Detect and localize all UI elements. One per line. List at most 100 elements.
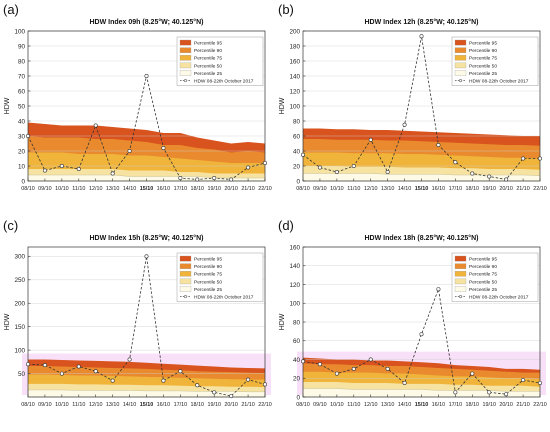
y-tick-label: 20 [293,376,301,383]
legend-label: Percentile 50 [194,63,222,69]
observed-point [453,390,458,395]
x-tick-label: 20/10 [224,402,238,408]
observed-point [487,174,492,179]
chart-title: HDW Index 15h (8.25°W; 40.125°N) [89,234,203,242]
legend-label: Percentile 95 [469,257,497,263]
x-tick-label: 19/10 [482,186,496,192]
legend-label: HDW 08-22th October 2017 [194,295,254,301]
observed-point [334,170,339,175]
chart-panel-b: HDW Index 12h (8.25°W; 40.125°N) 0 20 40 60 8… [275,0,550,216]
observed-point [25,134,30,139]
legend-label: Percentile 25 [194,71,222,77]
chart-c: HDW Index 15h (8.25°W; 40.125°N) 50 100 150… [4,234,272,408]
y-tick-label: 0 [296,178,300,185]
observed-point [317,362,322,367]
x-tick-label: 18/10 [191,402,205,408]
legend-label: Percentile 95 [194,41,222,47]
x-tick-label: 11/10 [72,402,85,408]
legend-marker [458,79,463,83]
y-tick-label: 50 [18,371,26,378]
y-axis-label: HDW [4,97,11,114]
x-tick-label: 11/10 [347,186,360,192]
y-tick-label: 90 [18,43,26,50]
legend-label: HDW 08-22th October 2017 [469,295,529,301]
legend-swatch [179,62,192,69]
observed-point [93,369,98,374]
y-tick-label: 40 [293,148,301,155]
observed-point [93,123,98,128]
legend-box [176,252,264,302]
x-tick-label: 21/10 [241,186,255,192]
observed-point [195,383,200,388]
chart-a: HDW Index 09h (8.25°W; 40.125°N) 0 10 20 30 4… [4,18,272,192]
observed-point [110,378,115,383]
legend-swatch [454,47,467,53]
chart-title: HDW Index 18h (8.25°W; 40.125°N) [364,234,478,242]
legend-label: Percentile 50 [469,279,497,285]
band-percentile-25 [302,388,541,398]
observed-point [161,378,166,383]
observed-point [368,357,373,362]
y-tick-label: 100 [14,347,25,354]
chart-d: HDW Index 18h (8.25°W; 40.125°N) 0 20 40 60 8… [279,234,547,408]
observed-point [453,160,458,165]
observed-point [351,366,356,371]
observed-point [246,377,251,382]
x-tick-label: 16/10 [157,186,171,192]
y-tick-label: 20 [18,148,26,155]
observed-point [504,392,509,397]
observed-point [537,156,542,161]
chart-panel-a: HDW Index 09h (8.25°W; 40.125°N) 0 10 20 30 4… [0,0,275,216]
chart-b: HDW Index 12h (8.25°W; 40.125°N) 0 20 40 60 8… [279,18,547,192]
legend-box [176,36,264,86]
observed-point [144,74,149,79]
observed-point [470,371,475,376]
legend-swatch [179,286,192,292]
band-percentile-25 [27,174,266,182]
y-tick-label: 140 [289,73,300,80]
observed-point [419,332,424,337]
observed-point [127,149,132,154]
legend-swatch [454,70,467,76]
y-tick-label: 150 [14,324,25,331]
y-tick-label: 140 [289,263,300,270]
x-tick-label: 14/10 [123,186,137,192]
x-tick-label: 10/10 [330,186,344,192]
x-tick-label: 09/10 [38,402,52,408]
observed-point [537,380,542,385]
y-tick-label: 70 [18,73,26,80]
observed-point [144,254,149,259]
y-tick-label: 30 [18,133,26,140]
observed-point [385,366,390,371]
legend-label: Percentile 75 [469,272,497,278]
y-tick-label: 100 [289,103,300,110]
observed-point [402,122,407,127]
observed-line [302,287,541,395]
x-tick-label: 13/10 [381,402,395,408]
y-tick-label: 10 [18,163,26,170]
x-tick-label: 08/10 [21,402,35,408]
legend-label: Percentile 90 [194,264,222,270]
x-tick-label: 08/10 [296,402,310,408]
x-tick-label: 08/10 [296,186,310,192]
x-tick-label: 09/10 [313,186,327,192]
observed-point [76,167,81,172]
legend-swatch [179,47,192,53]
x-tick-label: 09/10 [313,402,327,408]
observed-point [262,161,267,166]
x-tick-label: 19/10 [207,186,221,192]
legend-label: Percentile 90 [469,264,497,270]
observed-point [59,164,64,169]
y-tick-label: 80 [293,319,301,326]
x-tick-label: 08/10 [21,186,35,192]
y-tick-label: 50 [18,103,26,110]
y-tick-label: 0 [21,178,25,185]
x-tick-label: 16/10 [157,402,171,408]
x-tick-label: 21/10 [516,402,530,408]
observed-point [42,363,47,368]
x-tick-label: 20/10 [499,402,512,408]
y-tick-label: 160 [289,58,300,65]
observed-line [27,256,266,397]
y-tick-label: 40 [18,118,26,125]
x-tick-label: 11/10 [72,186,85,192]
